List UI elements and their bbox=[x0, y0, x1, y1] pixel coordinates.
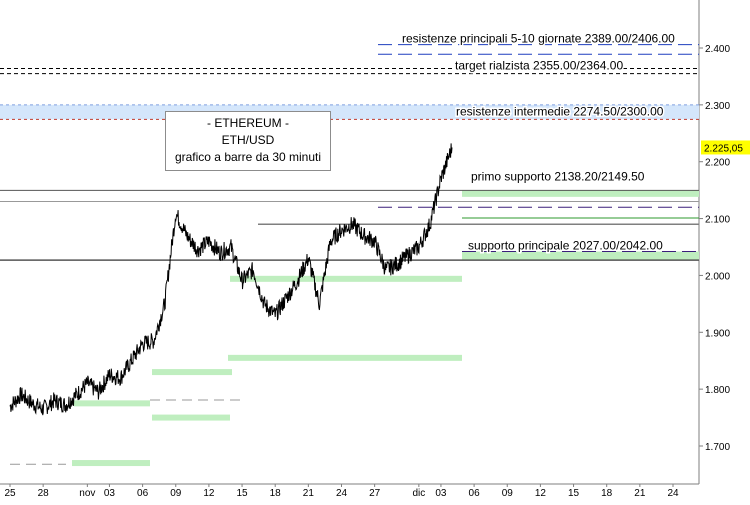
last-price-tag bbox=[701, 140, 750, 155]
x-tick-label: 24 bbox=[336, 488, 348, 499]
y-tick-label: 1.900 bbox=[705, 328, 730, 339]
x-tick-label: 03 bbox=[104, 488, 116, 499]
x-tick-label: 06 bbox=[469, 488, 481, 499]
historic-zone-bar bbox=[152, 369, 232, 376]
x-tick-label: 24 bbox=[667, 488, 679, 499]
x-tick-label: 12 bbox=[203, 488, 215, 499]
x-tick-label: 03 bbox=[435, 488, 447, 499]
level-label-resistance-mid: resistenze intermedie 2274.50/2300.00 bbox=[456, 104, 664, 118]
level-label-target: target rialzista 2355.00/2364.00 bbox=[455, 58, 623, 72]
x-tick-label: 09 bbox=[502, 488, 514, 499]
x-tick-label: 28 bbox=[38, 488, 50, 499]
y-tick-label: 2.100 bbox=[705, 215, 730, 226]
historic-zone-bar bbox=[74, 400, 150, 407]
level-label-support-first: primo supporto 2138.20/2149.50 bbox=[471, 169, 645, 183]
x-tick-label: 09 bbox=[170, 488, 182, 499]
level-label-support-main: supporto principale 2027.00/2042.00 bbox=[468, 239, 663, 253]
y-tick-label: 1.800 bbox=[705, 385, 730, 396]
historic-zone-bar bbox=[230, 275, 462, 282]
y-tick-label: 2.400 bbox=[705, 44, 730, 55]
price-line bbox=[9, 143, 453, 416]
y-tick-label: 1.700 bbox=[705, 442, 730, 453]
support-first-band bbox=[462, 190, 699, 197]
historic-zone-bar bbox=[72, 460, 150, 467]
historic-zone-bar bbox=[152, 414, 230, 421]
x-tick-label: nov bbox=[79, 488, 95, 499]
y-tick-label: 2.200 bbox=[705, 158, 730, 169]
chart-info-box: - ETHEREUM - ETH/USD grafico a barre da … bbox=[165, 111, 331, 171]
x-tick-label: 06 bbox=[137, 488, 149, 499]
x-tick-label: 27 bbox=[369, 488, 381, 499]
last-price-label: 2.225,05 bbox=[704, 143, 743, 154]
x-tick-label: 15 bbox=[568, 488, 580, 499]
x-tick-label: 15 bbox=[236, 488, 248, 499]
x-tick-label: 25 bbox=[4, 488, 16, 499]
y-tick-label: 2.300 bbox=[705, 101, 730, 112]
x-tick-label: 21 bbox=[303, 488, 315, 499]
x-tick-label: 21 bbox=[634, 488, 646, 499]
y-tick-label: 2.000 bbox=[705, 271, 730, 282]
chart-title: ETH/USD bbox=[221, 133, 275, 147]
historic-zone-bar bbox=[228, 354, 462, 361]
x-tick-label: 12 bbox=[535, 488, 547, 499]
x-tick-label: 18 bbox=[270, 488, 282, 499]
chart-subtitle: grafico a barre da 30 minuti bbox=[174, 150, 322, 164]
level-label-resistance-main: resistenze principali 5-10 giornate 2389… bbox=[402, 32, 675, 46]
x-tick-label: dic bbox=[412, 488, 425, 499]
box-line-instrument: - ETHEREUM - bbox=[207, 116, 289, 130]
x-tick-label: 18 bbox=[601, 488, 613, 499]
support-main-band bbox=[462, 251, 699, 261]
